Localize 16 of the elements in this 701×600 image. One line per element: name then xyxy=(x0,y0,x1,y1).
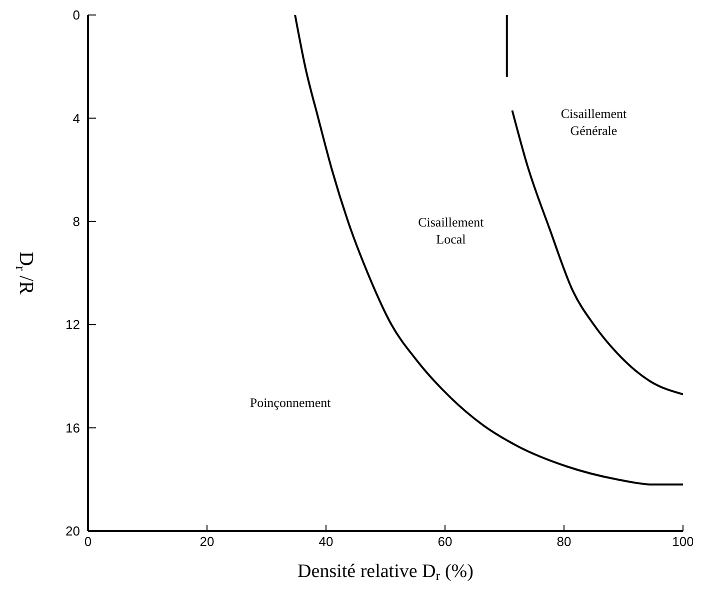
y-tick-label: 8 xyxy=(72,214,80,230)
annotation: Cisaillement Local xyxy=(418,214,484,247)
x-tick-label: 80 xyxy=(556,534,572,550)
y-tick-label: 4 xyxy=(72,110,80,126)
x-tick-label: 40 xyxy=(318,534,334,550)
y-tick-label: 12 xyxy=(66,317,80,332)
y-tick-label: 0 xyxy=(72,8,80,23)
x-tick-label: 0 xyxy=(84,534,92,550)
x-tick-label: 20 xyxy=(200,534,214,550)
x-tick-label: 100 xyxy=(672,534,694,550)
annotation: Cisaillement Générale xyxy=(560,106,627,138)
y-tick-label: 20 xyxy=(66,524,80,539)
y-tick-label: 16 xyxy=(66,420,80,436)
annotation: Poinçonnement xyxy=(250,395,332,410)
x-tick-label: 60 xyxy=(438,534,452,550)
x-axis-title: Densité relative D$_{r}$ (%) xyxy=(298,561,474,584)
